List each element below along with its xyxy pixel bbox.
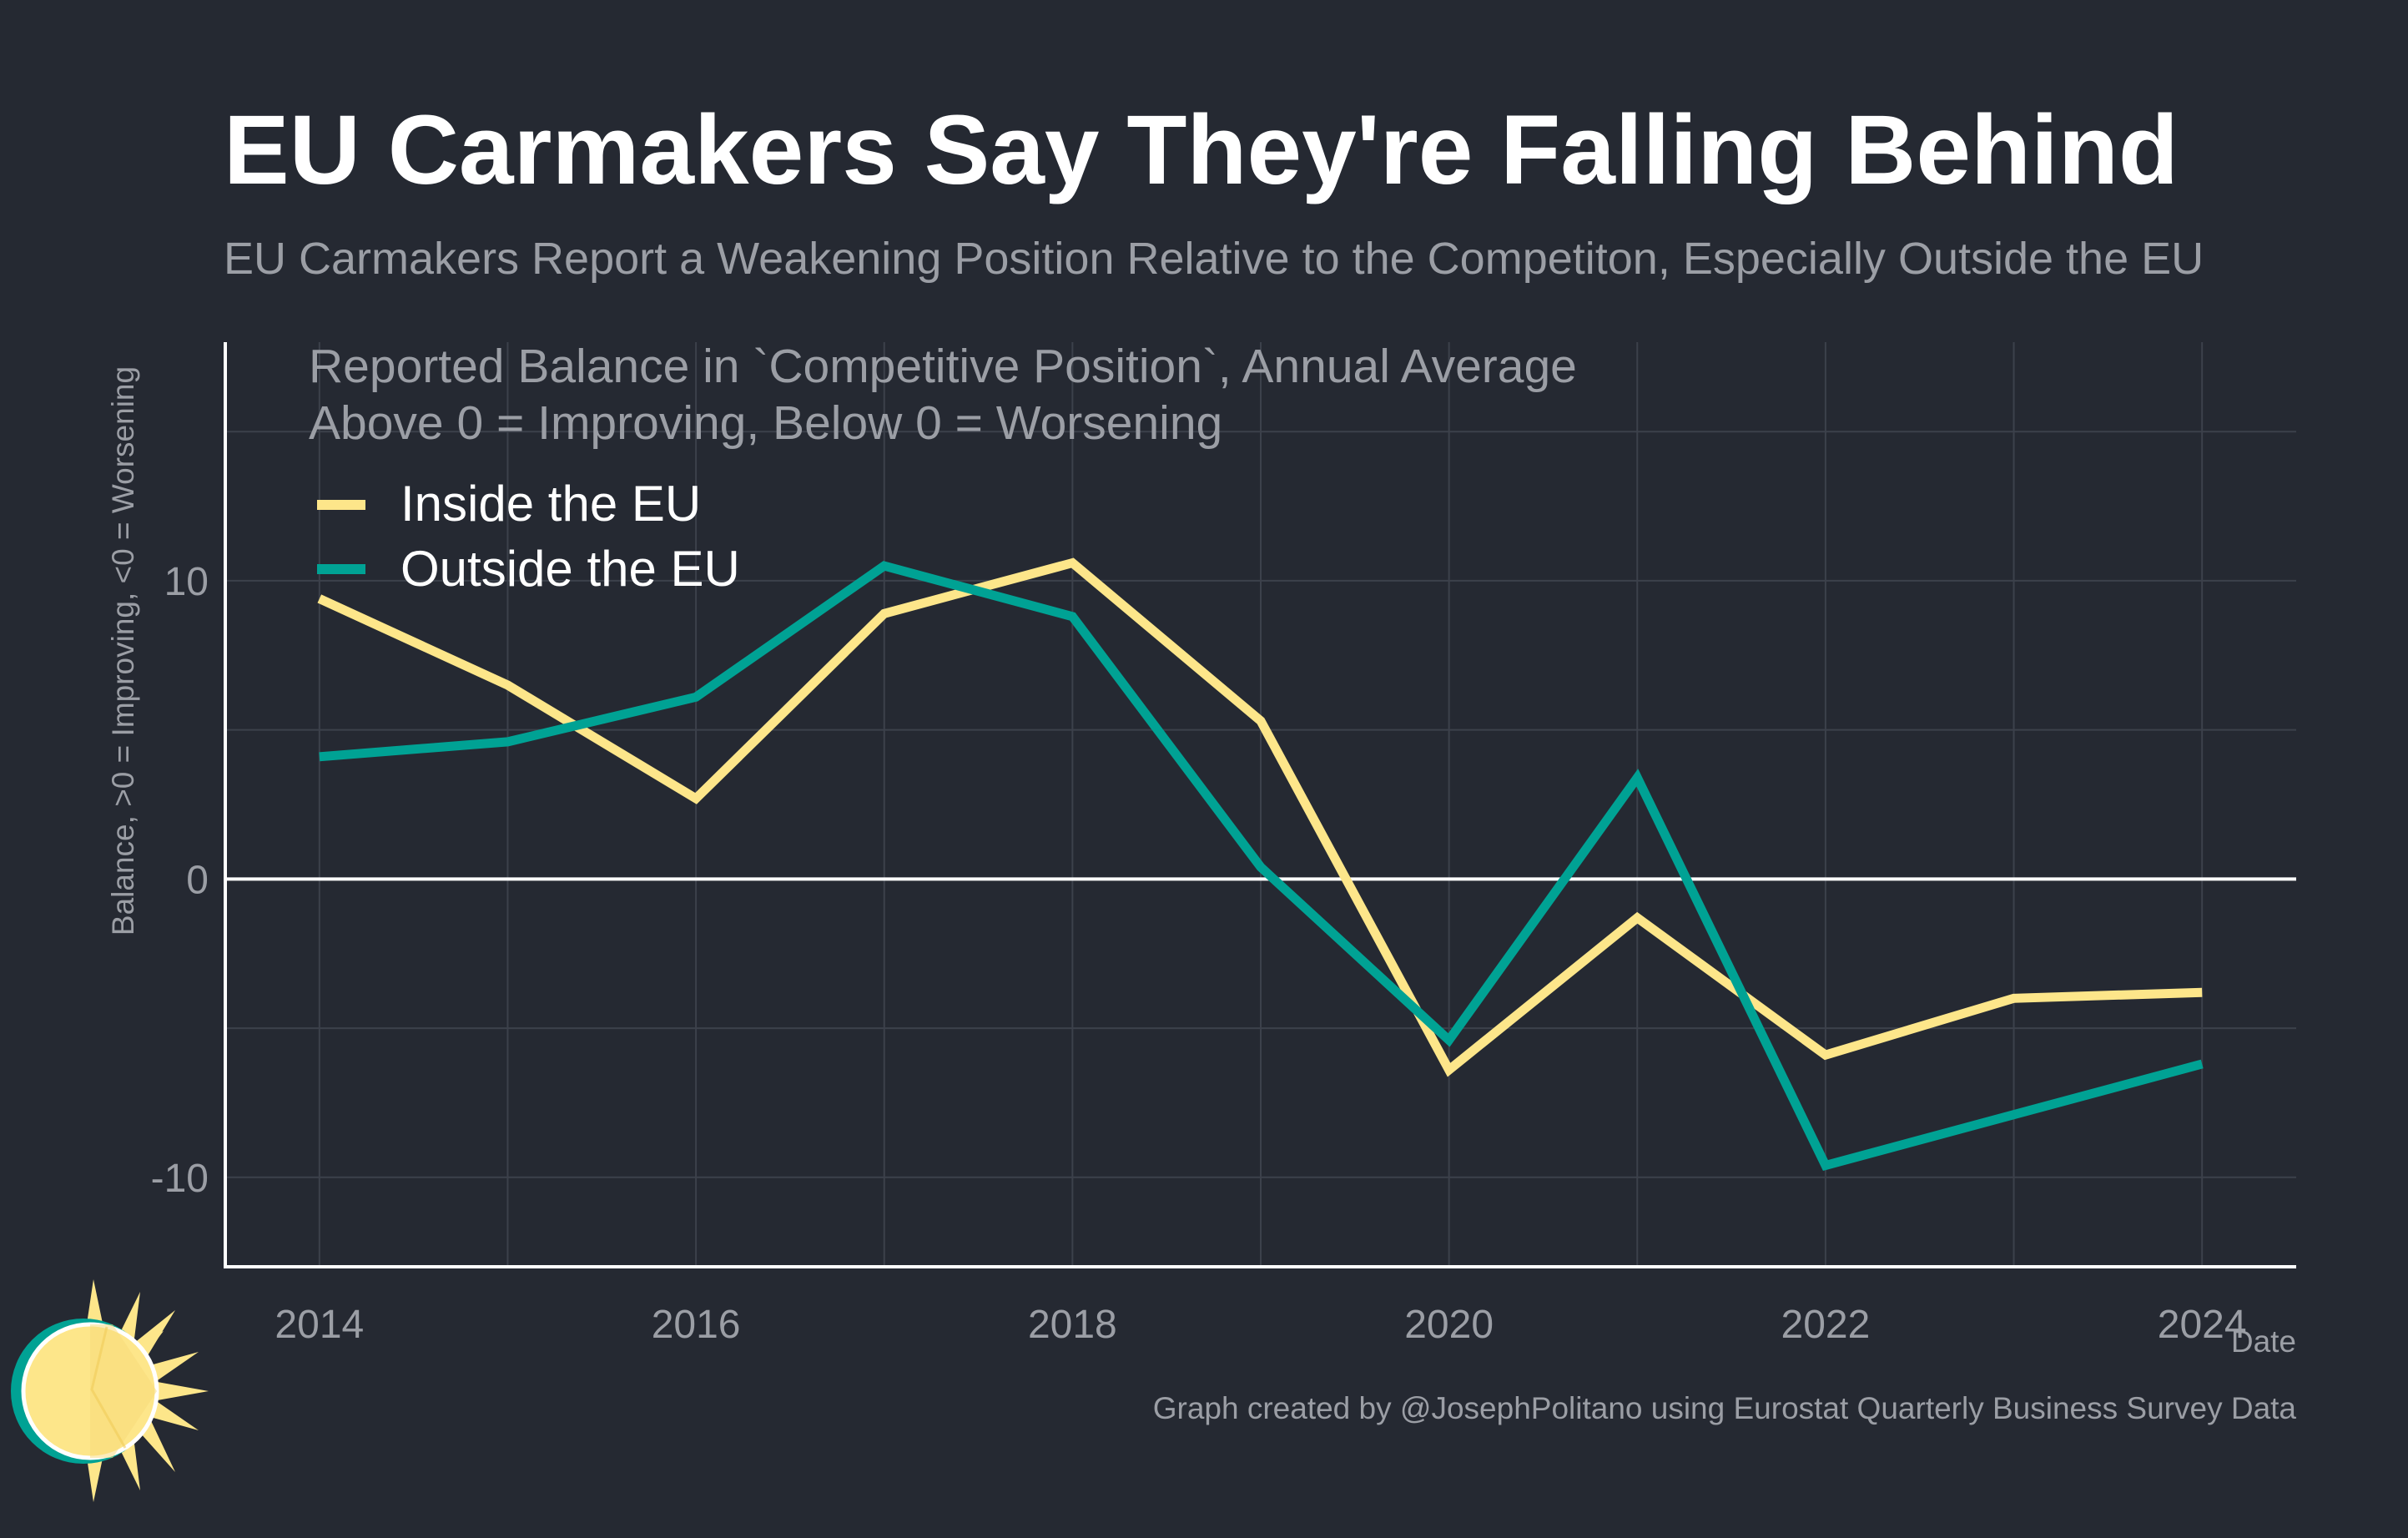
y-tick-label: 0: [186, 858, 209, 902]
tick-labels: 2014 2016 2018 2020 2022 2024 -10 0 10: [151, 560, 2247, 1347]
y-tick-label: -10: [151, 1157, 209, 1201]
sun-logo-icon: [11, 1279, 209, 1502]
legend-label-outside-eu: Outside the EU: [400, 541, 740, 597]
x-tick-label: 2022: [1781, 1303, 1871, 1347]
annotation-line-2: Above 0 = Improving, Below 0 = Worsening: [309, 396, 1222, 450]
x-tick-label: 2016: [652, 1303, 741, 1347]
x-axis-title: Date: [2231, 1324, 2296, 1359]
y-tick-label: 10: [164, 560, 209, 604]
series-line-inside-eu: [317, 557, 2203, 1077]
x-tick-label: 2018: [1028, 1303, 1117, 1347]
y-axis-title: Balance, >0 = Improving, <0 = Worsening: [106, 366, 140, 935]
footer-credit: Graph created by @JosephPolitano using E…: [1153, 1391, 2297, 1425]
chart-subtitle: EU Carmakers Report a Weakening Position…: [224, 234, 2204, 284]
legend-label-inside-eu: Inside the EU: [400, 476, 701, 532]
x-tick-label: 2024: [2158, 1303, 2247, 1347]
chart-title: EU Carmakers Say They're Falling Behind: [224, 95, 2179, 205]
series-layer: [317, 557, 2204, 1171]
axes: [224, 342, 2296, 1268]
annotation-line-1: Reported Balance in `Competitive Positio…: [309, 340, 1577, 393]
x-tick-label: 2020: [1404, 1303, 1494, 1347]
series-line-outside-eu: [319, 561, 2204, 1171]
x-tick-label: 2014: [275, 1303, 364, 1347]
legend: Inside the EU Outside the EU: [317, 476, 740, 597]
